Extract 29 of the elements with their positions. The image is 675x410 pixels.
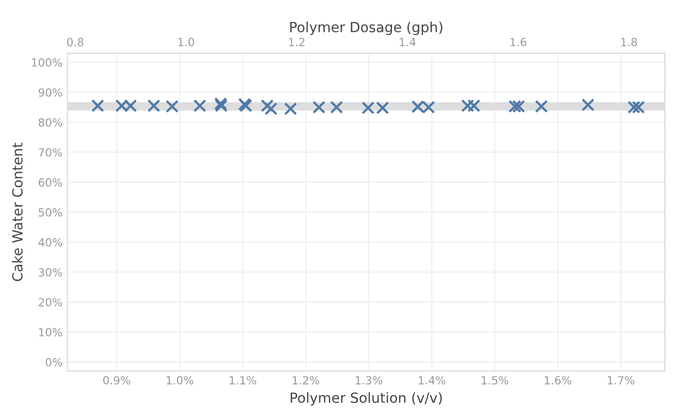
y-tick-label: 30% xyxy=(38,268,62,277)
y-tick-label: 40% xyxy=(38,238,62,247)
x-tick-label: 1.1% xyxy=(230,376,256,385)
y-tick-label: 100% xyxy=(32,58,62,67)
y-tick-label: 70% xyxy=(38,148,62,157)
y-tick-label: 20% xyxy=(38,298,62,306)
y-tick-label: 0% xyxy=(46,358,62,366)
x2-tick-label: 0.8 xyxy=(67,38,84,46)
y-tick-label: 10% xyxy=(39,328,62,336)
y-tick-label: 50% xyxy=(38,208,62,217)
x-tick-label: 0.9% xyxy=(103,376,130,385)
x-tick-label: 1.2% xyxy=(292,376,320,385)
x2-tick-label: 1.4 xyxy=(400,38,416,46)
x-tick-label: 1.7% xyxy=(608,376,634,385)
y-tick-label: 90% xyxy=(38,88,62,97)
x-tick-label: 1.0% xyxy=(166,376,194,385)
x-tick-label: 1.3% xyxy=(356,376,382,385)
y-tick-label: 80% xyxy=(38,118,62,127)
x2-tick-label: 1.6 xyxy=(510,38,526,46)
x-tick-label: 1.5% xyxy=(482,376,508,385)
x2-tick-label: 1.0 xyxy=(178,38,194,46)
x-tick-label: 1.4% xyxy=(418,376,446,385)
x-axis-title: Polymer Solution (v/v) xyxy=(290,392,442,406)
x-tick-label: 1.6% xyxy=(544,376,572,385)
x2-axis-title: Polymer Dosage (gph) xyxy=(290,22,442,36)
x2-tick-label: 1.2 xyxy=(289,38,304,46)
x2-tick-label: 1.8 xyxy=(621,38,637,46)
y-axis-title: Cake Water Content xyxy=(12,142,23,282)
y-tick-label: 60% xyxy=(38,178,62,187)
